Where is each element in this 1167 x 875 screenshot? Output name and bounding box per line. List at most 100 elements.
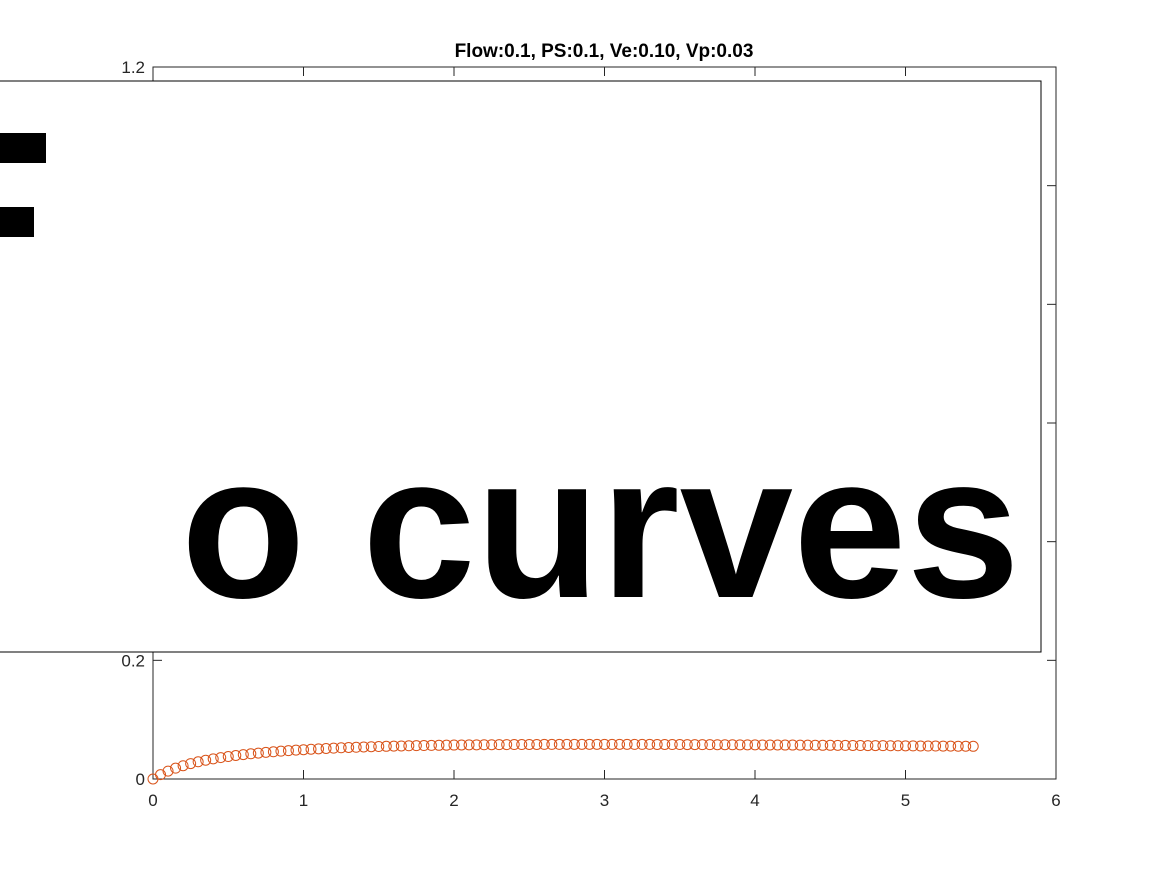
legend-line-marker-2	[0, 207, 34, 237]
data-point	[410, 740, 422, 752]
data-point	[930, 740, 942, 752]
overlay-text: o curves	[181, 413, 1020, 641]
data-point	[298, 744, 309, 756]
data-point	[177, 760, 189, 772]
data-point	[561, 738, 573, 750]
data-point	[335, 742, 347, 754]
data-point	[350, 741, 362, 753]
data-point	[719, 739, 731, 751]
data-point	[516, 739, 528, 751]
data-point	[568, 738, 580, 750]
data-point	[764, 739, 776, 751]
data-point	[711, 739, 723, 751]
data-point	[282, 745, 294, 757]
x-tick-label: 4	[750, 791, 759, 810]
data-point	[493, 739, 505, 751]
data-point	[621, 738, 633, 750]
data-point	[681, 739, 693, 751]
data-point	[508, 739, 520, 751]
legend-overlay: o curves	[0, 80, 1042, 653]
data-point	[328, 742, 340, 754]
data-point	[614, 738, 626, 750]
data-point	[674, 739, 686, 751]
data-point	[734, 739, 746, 751]
data-point	[591, 738, 603, 750]
data-point	[523, 738, 535, 750]
data-point	[260, 746, 272, 758]
data-point	[802, 739, 814, 751]
data-point	[659, 738, 671, 750]
data-point	[395, 740, 407, 752]
data-point	[599, 738, 610, 750]
data-point	[772, 739, 784, 751]
data-point	[403, 740, 415, 752]
data-point	[358, 741, 370, 753]
legend-line-marker-1	[0, 133, 46, 163]
data-point	[937, 740, 949, 752]
data-point	[606, 738, 618, 750]
data-point	[207, 753, 219, 765]
overlay-box	[0, 80, 1042, 653]
data-point	[222, 751, 234, 763]
data-point	[546, 738, 558, 750]
data-point	[192, 756, 204, 768]
data-point	[237, 749, 249, 761]
data-point	[448, 739, 460, 751]
data-point	[854, 740, 866, 752]
data-point	[787, 739, 799, 751]
data-point	[252, 747, 264, 759]
data-point	[907, 740, 919, 752]
data-point	[741, 739, 753, 751]
data-point	[892, 740, 904, 752]
x-tick-label: 1	[299, 791, 308, 810]
data-point	[779, 739, 791, 751]
data-point	[794, 739, 806, 751]
data-point	[553, 738, 565, 750]
data-point	[538, 738, 550, 750]
data-point	[945, 740, 957, 752]
data-point	[629, 738, 641, 750]
data-point	[636, 738, 648, 750]
data-point	[576, 738, 588, 750]
data-point	[425, 739, 437, 751]
chart-title: Flow:0.1, PS:0.1, Ve:0.10, Vp:0.03	[455, 41, 754, 62]
data-point	[380, 740, 392, 752]
data-point	[651, 738, 663, 750]
data-point	[388, 740, 400, 752]
data-point	[749, 739, 761, 751]
data-point	[900, 740, 911, 752]
data-point	[809, 739, 821, 751]
data-point	[915, 740, 927, 752]
data-point	[267, 746, 279, 758]
data-point	[230, 750, 242, 761]
data-point	[313, 743, 325, 755]
data-point	[884, 740, 896, 752]
data-point	[960, 740, 972, 752]
data-point	[456, 739, 468, 751]
data-point	[922, 740, 934, 752]
x-tick-label: 3	[600, 791, 609, 810]
x-tick-label: 0	[148, 791, 157, 810]
data-point	[862, 740, 874, 752]
data-point	[418, 740, 430, 752]
data-point	[967, 740, 979, 752]
data-point	[832, 739, 844, 751]
data-point	[478, 739, 490, 751]
data-point	[155, 769, 167, 781]
data-point	[486, 739, 498, 751]
data-point	[501, 739, 513, 751]
data-point	[185, 758, 197, 770]
data-point	[162, 765, 174, 777]
data-point	[440, 739, 452, 751]
data-point	[839, 739, 851, 751]
data-point	[689, 739, 701, 751]
data-point	[215, 752, 227, 764]
data-point	[471, 739, 483, 751]
data-point	[824, 739, 836, 751]
x-tick-label: 6	[1051, 791, 1060, 810]
y-tick-label: 0.2	[121, 651, 145, 670]
data-point	[373, 741, 385, 753]
data-point	[817, 739, 829, 751]
x-tick-label: 5	[901, 791, 910, 810]
